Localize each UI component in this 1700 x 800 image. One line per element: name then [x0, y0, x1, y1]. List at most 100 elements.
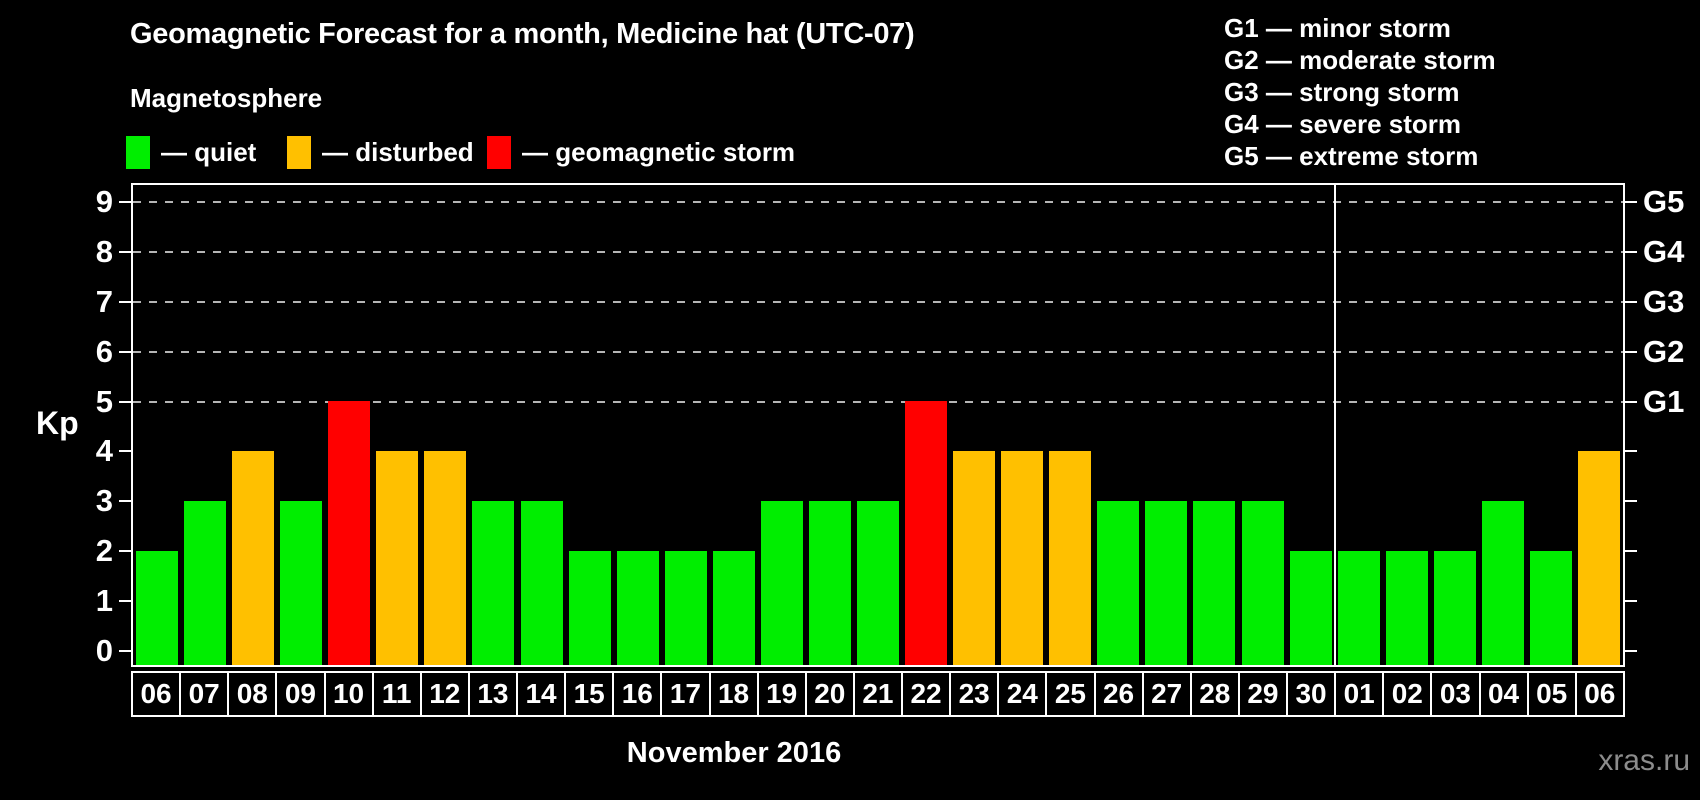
x-axis-day-label: 16	[612, 671, 663, 717]
kp-bar	[1433, 551, 1476, 665]
legend-label-quiet: — quiet	[161, 137, 257, 167]
kp-bar	[328, 401, 371, 665]
x-axis-day-label: 02	[1382, 671, 1433, 717]
right-axis-tick	[1625, 500, 1637, 503]
kp-bar	[184, 501, 227, 665]
x-axis-day-label: 09	[275, 671, 326, 717]
kp-bar	[136, 551, 179, 665]
x-axis-day-label: 24	[997, 671, 1048, 717]
chart-title: Geomagnetic Forecast for a month, Medici…	[130, 18, 915, 50]
y-axis-tick	[119, 450, 131, 453]
x-axis-day-label: 22	[901, 671, 952, 717]
kp-bar	[760, 501, 803, 665]
g-legend-line-2: G2 — moderate storm	[1224, 45, 1496, 75]
kp-bar	[1529, 551, 1572, 665]
kp-bar	[568, 551, 611, 665]
y-axis-tick-label: 5	[95, 383, 113, 419]
month-label: November 2016	[626, 737, 842, 769]
x-axis-day-label: 26	[1093, 671, 1144, 717]
x-axis-day-label: 15	[564, 671, 615, 717]
g-legend-line-4: G4 — severe storm	[1224, 109, 1462, 139]
x-axis-day-label: 29	[1237, 671, 1288, 717]
storm-swatch-icon	[487, 136, 511, 169]
watermark: xras.ru	[1598, 744, 1690, 777]
legend-item-storm: — geomagnetic storm	[487, 136, 795, 169]
gridline-kp7	[133, 300, 1623, 303]
kp-bar	[1193, 501, 1236, 665]
right-axis-tick	[1625, 650, 1637, 652]
x-axis-day-label: 05	[1526, 671, 1577, 717]
kp-bar	[232, 451, 275, 665]
y-axis-tick	[119, 600, 131, 603]
x-axis-day-row: 06 07 08 09 10 11 12 13 14 15 16 17 18 19 20 21 22 23 24 25…	[131, 671, 1625, 717]
x-axis-day-label: 13	[467, 671, 518, 717]
legend-label-disturbed: — disturbed	[322, 137, 474, 167]
x-axis-day-label: 03	[1430, 671, 1481, 717]
legend-item-quiet: — quiet	[126, 136, 256, 169]
x-axis-day-label: 20	[804, 671, 855, 717]
kp-bar	[1385, 551, 1428, 665]
y-axis-tick	[119, 350, 131, 353]
gridline-kp8	[133, 250, 1623, 253]
kp-bar	[1049, 451, 1092, 665]
legend-item-disturbed: — disturbed	[287, 136, 474, 169]
x-axis-day-label: 07	[179, 671, 230, 717]
y-axis-tick-label: 3	[95, 483, 113, 519]
y-axis-tick-label: 4	[95, 433, 113, 469]
right-axis-tick	[1625, 250, 1637, 253]
kp-bar	[616, 551, 659, 665]
right-axis-tick	[1625, 300, 1637, 303]
kp-bar	[953, 451, 996, 665]
y-axis-tick-label: 2	[95, 533, 113, 569]
month-separator-line	[1333, 185, 1336, 665]
kp-bar	[1577, 451, 1620, 665]
right-axis-tick	[1625, 350, 1637, 353]
x-axis-day-label: 01	[1334, 671, 1385, 717]
x-axis-day-label: 08	[227, 671, 278, 717]
gridline-kp5	[133, 400, 1623, 403]
kp-bar	[1241, 501, 1284, 665]
kp-bar	[1337, 551, 1380, 665]
y-axis-tick	[119, 650, 131, 652]
plot-area	[131, 183, 1625, 667]
y-axis-tick	[119, 200, 131, 203]
legend-label-storm: — geomagnetic storm	[522, 137, 796, 167]
x-axis-day-label: 21	[852, 671, 903, 717]
kp-bar	[1001, 451, 1044, 665]
y-axis-tick	[119, 300, 131, 303]
x-axis-day-label: 25	[1045, 671, 1096, 717]
y-axis-tick	[119, 500, 131, 503]
right-axis-label-g3: G3	[1643, 283, 1685, 319]
y-axis-tick-label: 0	[95, 633, 113, 668]
x-axis-day-label: 12	[419, 671, 470, 717]
y-axis-title: Kp	[36, 405, 79, 441]
right-axis-label-g4: G4	[1643, 233, 1685, 269]
x-axis-day-label: 19	[756, 671, 807, 717]
kp-bar	[424, 451, 467, 665]
x-axis-day-label: 04	[1478, 671, 1529, 717]
kp-bar	[1145, 501, 1188, 665]
y-axis-tick-label: 6	[95, 333, 113, 369]
x-axis-day-label: 06	[131, 671, 182, 717]
x-axis-day-label: 11	[371, 671, 422, 717]
right-axis-tick	[1625, 600, 1637, 603]
x-axis-day-label: 27	[1141, 671, 1192, 717]
kp-bar	[1289, 551, 1332, 665]
kp-bar	[520, 501, 563, 665]
y-axis-tick	[119, 250, 131, 253]
y-axis-tick-label: 1	[95, 583, 113, 619]
right-axis-label-g1: G1	[1643, 383, 1685, 419]
kp-bar	[1481, 501, 1524, 665]
y-axis-tick-label: 9	[95, 183, 113, 219]
g-scale-legend: G1 — minor storm G2 — moderate storm G3 — …	[1224, 12, 1496, 172]
right-axis-tick	[1625, 200, 1637, 203]
magnetosphere-label: Magnetosphere	[130, 83, 323, 113]
x-axis-day-label: 17	[660, 671, 711, 717]
right-axis-label-g2: G2	[1643, 333, 1685, 369]
kp-bar	[280, 501, 323, 665]
x-axis-day-label: 30	[1286, 671, 1337, 717]
g-legend-line-1: G1 — minor storm	[1224, 13, 1451, 43]
gridline-kp9	[133, 200, 1623, 203]
g-legend-line-3: G3 — strong storm	[1224, 77, 1460, 107]
